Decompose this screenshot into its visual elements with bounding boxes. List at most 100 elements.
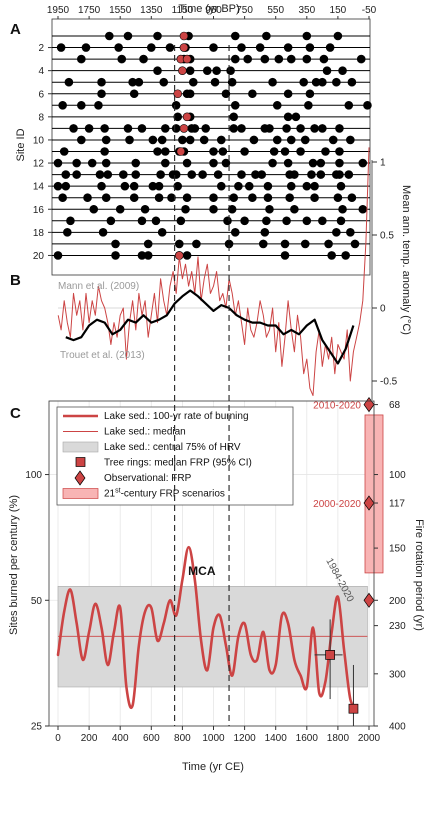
panel-a: 1950 1750 1550 1350 1150 950 750 550 350 150 -50 2 4… <box>33 5 377 276</box>
fire-event-point <box>237 170 246 179</box>
mca-label: MCA <box>188 564 216 578</box>
fire-event-point <box>131 158 141 168</box>
fire-event-point <box>77 54 86 64</box>
fire-event-point <box>347 77 357 87</box>
fire-event-point <box>291 112 301 122</box>
fire-event-point <box>290 170 299 179</box>
panel-a-xtick-label: 1150 <box>172 5 194 16</box>
fire-event-point <box>185 66 195 75</box>
fire-event-point <box>299 77 308 87</box>
panel-b-ytick-label: 0 <box>380 304 386 315</box>
fire-event-point <box>97 89 106 99</box>
fire-event-point <box>137 124 147 133</box>
panel-c-ytick-right-label: 200 <box>389 596 406 607</box>
fire-event-point <box>316 170 326 179</box>
fire-event-point <box>283 112 293 122</box>
fire-event-point <box>77 135 86 145</box>
fire-event-point <box>111 239 120 249</box>
fire-event-point-mca <box>182 54 192 64</box>
fire-event-point <box>325 43 335 52</box>
fire-event-point <box>248 89 257 99</box>
fire-event-point <box>221 158 231 168</box>
fire-event-point-mca <box>179 31 189 41</box>
fire-event-point <box>173 112 183 122</box>
fire-event-point <box>66 216 75 226</box>
fire-event-point <box>356 54 366 64</box>
panel-a-xtick-label: 950 <box>205 5 222 16</box>
fire-event-point <box>182 251 192 260</box>
panel-a-ytick-label: 4 <box>38 66 44 77</box>
fire-event-point <box>156 170 165 179</box>
panel-a-ylabel: Site ID <box>15 128 27 161</box>
fire-event-point <box>230 31 240 41</box>
fire-event-point <box>157 135 167 145</box>
panel-c-ytick-right-label: 68 <box>389 400 401 411</box>
fire-event-point <box>134 77 144 87</box>
fire-event-point <box>328 135 338 145</box>
fire-event-point <box>229 193 239 202</box>
fire-event-point <box>84 124 94 133</box>
panel-c-ylabel-right: Fire rotation period (yr) <box>413 519 425 631</box>
fire-event-point <box>318 216 327 226</box>
fire-event-point <box>263 181 273 191</box>
panel-c-ytick-right-label: 100 <box>389 470 406 481</box>
fire-event-point-mca <box>178 66 187 75</box>
fire-event-point <box>290 204 299 214</box>
fire-event-point <box>87 158 97 168</box>
panel-a-xtick-label: -50 <box>362 5 377 16</box>
fire-event-point <box>272 101 282 110</box>
series-line-mann <box>65 289 355 365</box>
fire-event-point <box>153 66 162 75</box>
fire-event-point <box>268 158 277 168</box>
bottom-axis-title: Time (yr CE) <box>182 761 244 773</box>
fire-event-point <box>285 193 294 202</box>
fire-event-point <box>83 193 92 202</box>
tree-ring-marker <box>325 650 335 660</box>
panel-c-ylabel: Sites burned per century (%) <box>8 495 20 635</box>
fire-event-point <box>248 193 257 202</box>
fire-event-point <box>72 170 81 179</box>
fire-event-point <box>174 239 184 249</box>
fire-event-point <box>106 216 116 226</box>
fire-event-point <box>94 101 103 110</box>
fire-event-point <box>61 181 71 191</box>
fire-event-point <box>310 181 319 191</box>
fire-event-point <box>344 101 354 110</box>
fire-event-point <box>262 31 271 41</box>
fire-event-point <box>190 124 200 133</box>
fire-event-point <box>344 170 354 179</box>
fire-event-point <box>272 135 282 145</box>
fire-event-point <box>160 158 170 168</box>
observational-label: 2010-2020 <box>313 401 361 412</box>
fire-event-point <box>81 43 91 52</box>
fire-event-point <box>258 239 268 249</box>
panel-letter-c: C <box>10 405 21 422</box>
fire-event-point <box>286 135 296 145</box>
panel-c-xtick-label: 1000 <box>202 733 225 744</box>
fire-event-point <box>125 135 134 145</box>
fire-event-point <box>300 239 310 249</box>
observational-marker <box>363 592 375 608</box>
fire-event-point <box>185 135 195 145</box>
fire-event-point <box>101 193 111 202</box>
fire-event-point <box>308 158 318 168</box>
fire-event-point <box>119 170 128 179</box>
legend-swatch-obs <box>74 470 86 486</box>
panel-a-ytick-label: 8 <box>38 112 44 123</box>
observational-marker <box>363 396 375 413</box>
fire-event-point <box>318 77 327 87</box>
fire-event-point <box>255 43 265 52</box>
panel-letter-b: B <box>10 272 21 289</box>
fire-event-point <box>63 228 72 237</box>
fire-event-point <box>165 43 175 52</box>
panel-c-xtick-label: 1400 <box>265 733 288 744</box>
fire-event-point <box>249 135 259 145</box>
fire-event-point <box>198 170 207 179</box>
fire-event-point <box>274 54 284 64</box>
panel-a-ytick-label: 14 <box>33 182 45 193</box>
fire-event-point <box>64 77 74 87</box>
fire-event-point <box>171 124 181 133</box>
fire-event-point <box>363 101 372 110</box>
fire-event-point <box>143 239 153 249</box>
